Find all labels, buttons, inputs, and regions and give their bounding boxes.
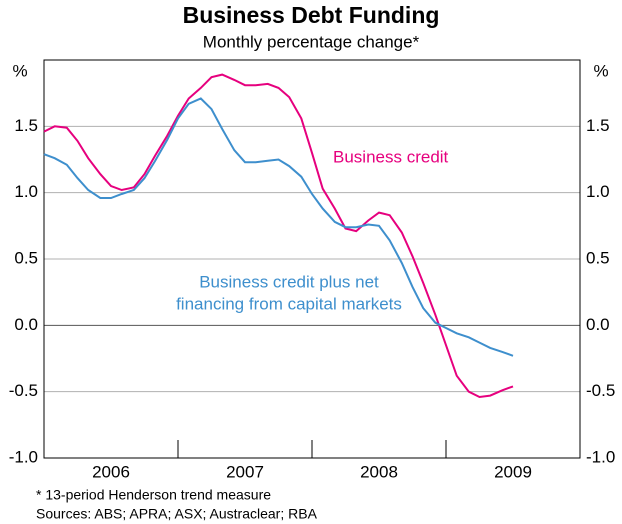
x-tick-label: 2006: [92, 462, 130, 481]
series-annotation: Business credit: [333, 147, 449, 166]
y-tick-label-right: -1.0: [586, 447, 615, 466]
source-note: Sources: ABS; APRA; ASX; Austraclear; RB…: [36, 506, 318, 522]
x-tick-label: 2009: [494, 462, 532, 481]
y-tick-label-right: 0.0: [586, 315, 610, 334]
y-tick-label: -1.0: [9, 447, 38, 466]
x-tick-label: 2007: [226, 462, 264, 481]
x-tick-label: 2008: [360, 462, 398, 481]
y-unit-right: %: [593, 61, 608, 80]
y-tick-label: -0.5: [9, 381, 38, 400]
y-tick-label: 0.0: [14, 315, 38, 334]
line-series: [43, 97, 514, 357]
series-annotation: Business credit plus net: [199, 272, 379, 291]
y-tick-label-right: 1.0: [586, 182, 610, 201]
y-tick-label-right: 1.5: [586, 116, 610, 135]
footnote: * 13-period Henderson trend measure: [36, 487, 271, 503]
y-tick-label: 1.5: [14, 116, 38, 135]
chart-subtitle: Monthly percentage change*: [203, 32, 420, 51]
y-tick-label-right: 0.5: [586, 248, 610, 267]
y-tick-label-right: -0.5: [586, 381, 615, 400]
plot-frame: [43, 59, 581, 459]
series-annotation: financing from capital markets: [176, 294, 402, 313]
y-tick-label: 1.0: [14, 182, 38, 201]
chart-title: Business Debt Funding: [183, 2, 440, 28]
y-unit-left: %: [12, 61, 27, 80]
y-tick-label: 0.5: [14, 248, 38, 267]
line-series: [43, 73, 514, 399]
